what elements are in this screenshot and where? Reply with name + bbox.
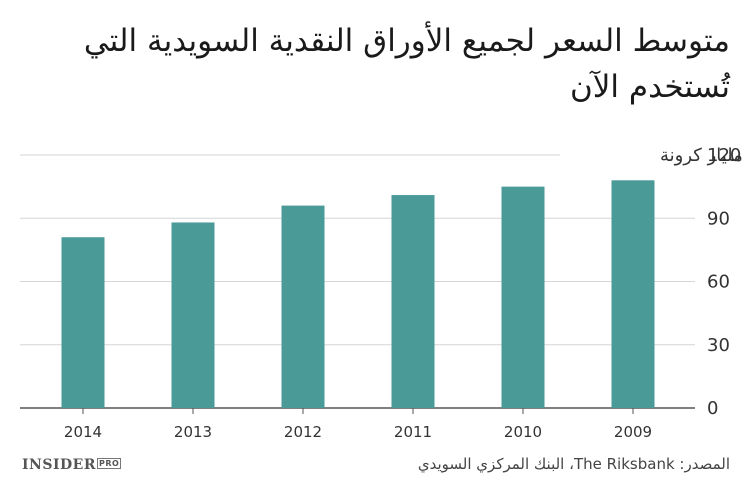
x-tick-label: 2013	[174, 423, 212, 441]
bar-2009	[611, 180, 655, 408]
publisher-logo: INSIDER PRO	[22, 457, 122, 473]
bars	[61, 180, 655, 408]
x-tick-label: 2010	[504, 423, 542, 441]
y-tick-label: 60	[707, 272, 730, 293]
x-tick-label: 2009	[614, 423, 652, 441]
logo-pro-badge: PRO	[96, 458, 122, 469]
bar-2014	[61, 237, 105, 408]
bar-2013	[171, 222, 215, 408]
y-axis-unit-label: مليار كرونة	[660, 145, 743, 166]
y-tick-label: 90	[707, 208, 730, 229]
x-tick-label: 2014	[64, 423, 102, 441]
chart-title: متوسط السعر لجميع الأوراق النقدية السويد…	[83, 23, 730, 105]
bar-2012	[281, 205, 325, 408]
bar-2011	[391, 195, 435, 408]
bar-2010	[501, 186, 545, 408]
y-tick-label: 0	[707, 398, 718, 419]
source-note: المصدر: The Riksbank، البنك المركزي السو…	[417, 455, 730, 473]
y-tick-label: 30	[707, 335, 730, 356]
y-tick-label: 120	[707, 145, 741, 166]
y-axis-ticks: 0 30 60 90 120	[707, 145, 741, 419]
x-tick-label: 2011	[394, 423, 432, 441]
x-tick-label: 2012	[284, 423, 322, 441]
unit-label-background	[560, 143, 695, 167]
gridlines	[20, 143, 695, 409]
x-axis-ticks: 2014 2013 2012 2011 2010 2009	[64, 408, 652, 441]
